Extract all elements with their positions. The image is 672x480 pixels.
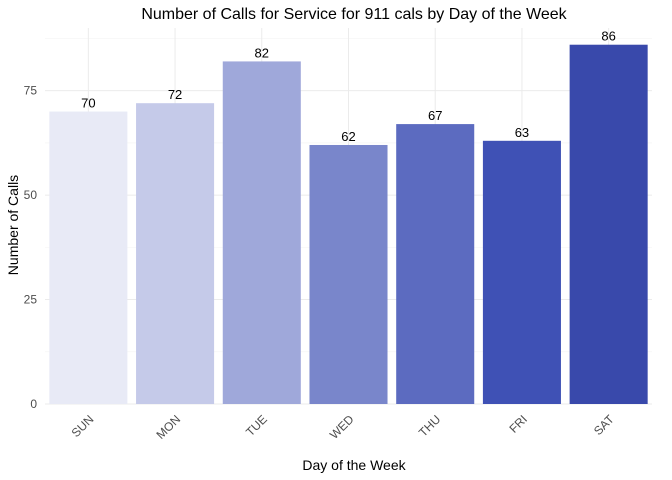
y-axis-title: Number of Calls bbox=[5, 175, 21, 275]
y-axis-ticks: 0 25 50 75 bbox=[24, 84, 38, 411]
data-labels: 70 72 82 62 67 63 86 bbox=[81, 29, 616, 144]
x-tick-label-mon: MON bbox=[153, 412, 183, 442]
y-tick-label: 75 bbox=[24, 84, 38, 98]
data-label-fri: 63 bbox=[515, 125, 529, 140]
x-axis-ticks: SUN MON TUE WED THU FRI SAT bbox=[69, 412, 618, 442]
x-tick-label-tue: TUE bbox=[243, 412, 270, 439]
x-tick-label-fri: FRI bbox=[506, 412, 530, 436]
bars bbox=[49, 44, 648, 405]
bar-wed bbox=[309, 144, 388, 404]
x-tick-label-sat: SAT bbox=[591, 412, 617, 438]
data-label-sun: 70 bbox=[81, 96, 95, 111]
chart-title: Number of Calls for Service for 911 cals… bbox=[141, 6, 567, 23]
x-tick-label-sun: SUN bbox=[69, 412, 97, 440]
data-label-mon: 72 bbox=[168, 87, 182, 102]
bar-mon bbox=[136, 103, 215, 404]
bar-sat bbox=[569, 44, 648, 404]
x-tick-label-wed: WED bbox=[327, 412, 357, 442]
bar-tue bbox=[222, 61, 301, 405]
data-label-wed: 62 bbox=[341, 129, 355, 144]
bar-sun bbox=[49, 111, 128, 405]
bar-fri bbox=[482, 140, 561, 405]
y-tick-label: 25 bbox=[24, 293, 38, 307]
x-axis-title: Day of the Week bbox=[302, 457, 406, 473]
data-label-sat: 86 bbox=[601, 29, 615, 44]
bar-thu bbox=[396, 124, 475, 404]
data-label-tue: 82 bbox=[255, 45, 269, 60]
x-tick-label-thu: THU bbox=[416, 412, 443, 439]
y-tick-label: 0 bbox=[30, 397, 37, 411]
data-label-thu: 67 bbox=[428, 108, 442, 123]
y-tick-label: 50 bbox=[24, 188, 38, 202]
